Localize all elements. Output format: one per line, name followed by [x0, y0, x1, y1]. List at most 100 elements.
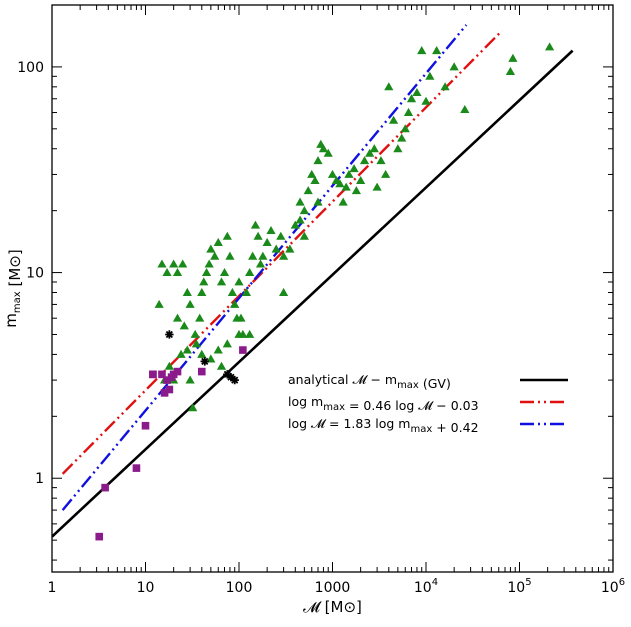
triangle-point	[164, 361, 174, 370]
triangle-point	[349, 164, 359, 173]
triangle-point	[234, 277, 244, 286]
triangle-point	[182, 345, 192, 354]
triangle-point	[255, 259, 266, 268]
triangle-point	[351, 186, 361, 195]
triangle-point	[216, 361, 227, 370]
square-point	[173, 367, 182, 376]
triangle-point	[369, 144, 379, 153]
triangle-point	[195, 313, 205, 322]
legend-label: log 𝓜 = 1.83 log mmax + 0.42	[288, 416, 479, 435]
x-tick-label: 10	[137, 580, 155, 596]
triangle-point	[157, 259, 167, 268]
triangle-point	[191, 339, 201, 348]
triangle-point	[359, 156, 370, 165]
triangle-point	[178, 259, 188, 268]
square-point	[160, 389, 169, 397]
x-tick-label: 106	[601, 577, 625, 596]
triangle-point	[219, 267, 230, 277]
legend: analytical 𝓜 − mmax (GV) log mmax = 0.46 …	[288, 372, 568, 435]
triangle-point	[384, 82, 394, 91]
triangle-point	[210, 251, 220, 260]
triangle-point	[201, 267, 212, 277]
triangle-point	[310, 176, 320, 185]
triangle-point	[154, 299, 164, 308]
triangle-point	[172, 267, 183, 277]
star-point	[165, 330, 174, 339]
triangle-point	[190, 329, 200, 338]
triangle-point	[449, 62, 459, 71]
line-fit2	[61, 24, 468, 511]
square-point	[149, 370, 157, 379]
tick-labels: 1 10 100 1000 104 105 106 1 10 100	[17, 60, 625, 596]
triangle-point	[188, 403, 198, 412]
axis-ticks	[51, 4, 614, 572]
triangle-point	[213, 237, 223, 246]
triangle-point	[344, 169, 354, 178]
legend-label: log mmax = 0.46 log 𝓜 − 0.03	[288, 394, 479, 413]
x-tick-label: 100	[226, 580, 253, 596]
star-point	[223, 370, 232, 379]
triangle-point	[204, 259, 214, 268]
triangle-point	[245, 329, 255, 338]
triangle-point	[290, 220, 300, 229]
triangle-point	[206, 244, 216, 253]
triangle-point	[199, 277, 209, 286]
triangle-point	[225, 251, 235, 260]
triangle-point	[460, 105, 470, 114]
triangle-point	[197, 349, 207, 358]
triangle-point	[162, 267, 172, 277]
triangle-point	[234, 329, 244, 338]
square-point	[197, 367, 206, 376]
triangle-point	[545, 42, 555, 51]
triangle-point	[397, 133, 407, 142]
x-axis-label: 𝓜 [M⊙]	[303, 598, 362, 616]
triangle-point	[295, 215, 305, 224]
triangle-point	[341, 182, 351, 191]
triangle-point	[250, 220, 261, 229]
triangle-point	[417, 46, 427, 55]
triangle-point	[222, 231, 232, 240]
triangle-point	[356, 176, 366, 185]
square-point	[101, 483, 109, 492]
triangle-point	[393, 144, 403, 153]
triangle-point	[327, 169, 338, 178]
triangle-point	[285, 244, 295, 253]
triangle-point	[262, 237, 272, 246]
triangle-point	[230, 299, 240, 308]
x-tick-label: 1000	[315, 580, 351, 596]
triangle-point	[421, 96, 431, 105]
triangle-point	[299, 206, 309, 215]
triangle-point	[279, 251, 289, 260]
y-tick-label: 100	[17, 60, 44, 76]
square-point	[163, 376, 171, 384]
triangle-point	[425, 71, 435, 80]
triangle-point	[222, 339, 232, 348]
triangle-point	[172, 313, 183, 322]
star-point	[200, 357, 209, 366]
triangle-point	[335, 179, 345, 188]
triangle-point	[185, 375, 195, 384]
star-point	[226, 372, 236, 382]
triangle-point	[241, 287, 252, 296]
triangle-point	[338, 197, 348, 206]
triangle-point	[313, 197, 323, 206]
square-point	[132, 464, 141, 472]
y-tick-label: 1	[35, 471, 44, 487]
triangle-point	[303, 186, 313, 195]
triangle-point	[406, 94, 417, 103]
triangle-point	[216, 277, 227, 286]
square-point	[239, 346, 247, 354]
square-point	[95, 532, 104, 541]
triangle-point	[372, 182, 382, 191]
triangle-point	[412, 88, 422, 97]
triangle-point	[176, 349, 186, 358]
square-point	[158, 370, 166, 379]
triangle-point	[307, 169, 317, 178]
triangle-point	[271, 244, 281, 253]
triangle-point	[185, 299, 195, 308]
triangle-point	[258, 251, 268, 260]
triangle-point	[279, 287, 289, 296]
triangle-point	[323, 148, 333, 157]
triangle-point	[266, 225, 276, 235]
triangle-point	[381, 169, 391, 178]
